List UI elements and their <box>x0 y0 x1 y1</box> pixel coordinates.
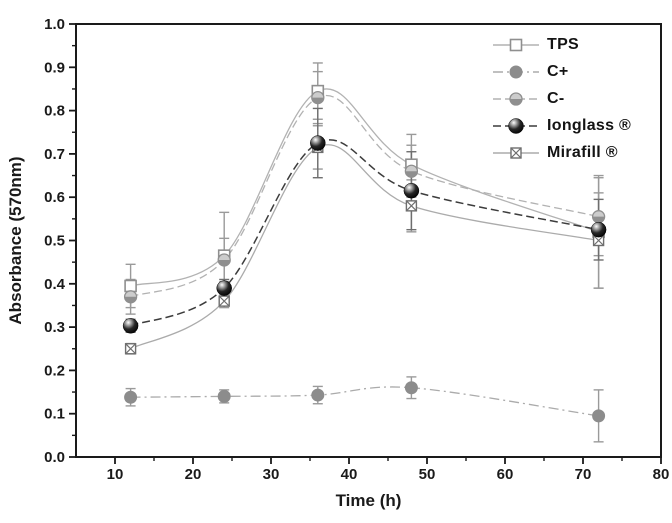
y-tick-label: 0.8 <box>44 103 65 120</box>
marker-cplus-36h <box>311 388 325 402</box>
x-axis-title: Time (h) <box>335 491 402 510</box>
x-tick-label: 80 <box>653 466 670 483</box>
y-tick-label: 0.7 <box>44 146 65 163</box>
y-tick-label: 0.1 <box>44 406 65 423</box>
y-tick-label: 1.0 <box>44 16 65 33</box>
legend-item-mirafill: Mirafill ® <box>492 139 631 166</box>
marker-mirafill-24h <box>218 295 230 307</box>
marker-cplus-24h <box>217 389 231 403</box>
legend: TPS C+ C- Ionglass ® Mirafill ® <box>492 31 631 166</box>
marker-mirafill-12h <box>124 343 137 355</box>
x-tick-label: 50 <box>419 466 436 483</box>
marker-ionglass-12h <box>122 318 139 334</box>
marker-cplus-48h <box>404 381 418 395</box>
series-line-ionglass <box>130 139 599 327</box>
marker-ionglass-72h <box>590 221 607 238</box>
marker-ionglass-48h <box>403 182 420 199</box>
series-line-mirafill <box>130 144 599 350</box>
marker-cplus-72h <box>592 409 606 423</box>
marker-cplus-12h <box>124 390 138 404</box>
legend-item-cplus: C+ <box>492 58 631 85</box>
y-tick-label: 0.0 <box>44 449 65 466</box>
legend-label-cminus: C- <box>547 89 565 107</box>
x-tick-label: 60 <box>497 466 514 483</box>
marker-mirafill-48h <box>405 200 418 212</box>
x-tick-label: 70 <box>575 466 592 483</box>
legend-sample-cminus <box>493 91 539 106</box>
y-tick-label: 0.4 <box>44 276 66 293</box>
marker-tps-12h <box>124 279 137 293</box>
legend-item-ionglass: Ionglass ® <box>492 112 631 139</box>
y-tick-label: 0.6 <box>44 189 65 206</box>
legend-sample-cplus <box>493 65 539 78</box>
x-tick-label: 10 <box>107 466 124 483</box>
y-tick-label: 0.3 <box>44 319 65 336</box>
legend-sample-mirafill <box>493 146 539 159</box>
legend-label-ionglass: Ionglass ® <box>547 116 632 134</box>
y-tick-label: 0.9 <box>44 59 65 76</box>
marker-ionglass-36h <box>310 135 326 151</box>
x-tick-label: 40 <box>341 466 358 483</box>
legend-item-tps: TPS <box>492 31 631 58</box>
y-tick-label: 0.5 <box>44 233 65 250</box>
marker-cminus-72h <box>591 210 606 224</box>
x-tick-label: 30 <box>263 466 280 483</box>
x-tick-label: 20 <box>185 466 202 483</box>
legend-label-tps: TPS <box>547 35 580 53</box>
legend-label-mirafill: Mirafill ® <box>547 143 618 161</box>
legend-sample-ionglass <box>493 117 539 134</box>
marker-cminus-48h <box>404 164 419 178</box>
legend-label-cplus: C+ <box>547 62 569 80</box>
marker-cminus-24h <box>217 253 231 267</box>
marker-ionglass-24h <box>216 280 232 296</box>
y-tick-label: 0.2 <box>44 362 65 379</box>
marker-cminus-36h <box>311 90 325 105</box>
legend-item-cminus: C- <box>492 85 631 112</box>
y-axis-title: Absorbance (570nm) <box>6 156 25 325</box>
series-line-cplus <box>130 386 599 417</box>
legend-sample-tps <box>493 38 539 51</box>
marker-cminus-12h <box>123 290 138 304</box>
